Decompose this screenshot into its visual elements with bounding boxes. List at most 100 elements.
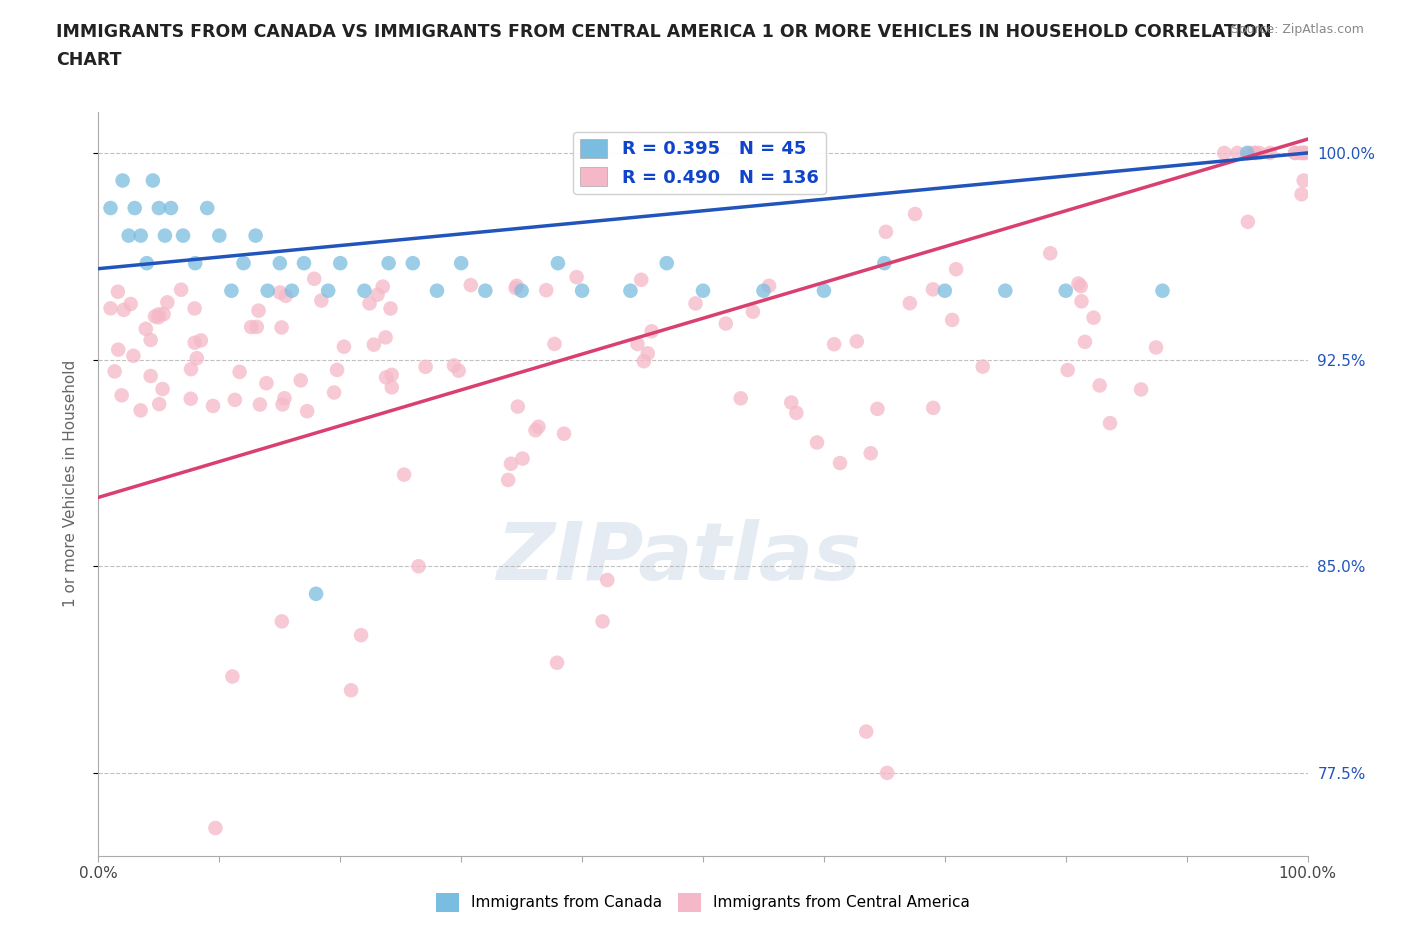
Point (323, 385, 346, 400)
Point (183, 301, 205, 316)
Point (994, 284, 1017, 299)
Point (359, 296, 381, 311)
Point (340, 683, 363, 698)
Point (353, 284, 375, 299)
Point (512, 451, 534, 466)
Point (408, 559, 430, 574)
Point (148, 310, 170, 325)
Point (1152, 284, 1174, 299)
Point (270, 320, 292, 335)
Point (333, 339, 356, 354)
Point (1289, 145, 1312, 160)
Point (730, 391, 752, 405)
Point (305, 587, 328, 602)
Point (153, 228, 176, 243)
Point (350, 628, 373, 643)
Point (898, 296, 921, 311)
Point (640, 324, 662, 339)
Point (543, 337, 565, 352)
Point (1258, 145, 1281, 160)
Point (281, 284, 304, 299)
Point (1243, 145, 1265, 160)
Point (945, 261, 967, 276)
Point (1056, 363, 1078, 378)
Point (256, 284, 278, 299)
Point (380, 301, 402, 316)
Point (245, 228, 267, 243)
Point (184, 256, 207, 271)
Point (1144, 340, 1167, 355)
Point (714, 316, 737, 331)
Point (1249, 145, 1271, 160)
Point (633, 353, 655, 368)
Point (247, 303, 270, 318)
Point (107, 285, 129, 299)
Point (1067, 276, 1090, 291)
Point (371, 279, 394, 294)
Point (124, 201, 146, 216)
Point (505, 278, 527, 293)
Point (505, 281, 527, 296)
Point (367, 287, 389, 302)
Point (1284, 145, 1306, 160)
Point (873, 256, 896, 271)
Point (135, 322, 157, 337)
Point (855, 724, 877, 739)
Point (100, 201, 122, 216)
Point (148, 307, 170, 322)
Point (637, 346, 659, 361)
Point (1130, 382, 1153, 397)
Point (240, 320, 263, 335)
Point (1244, 145, 1267, 160)
Point (685, 296, 707, 311)
Point (269, 256, 291, 271)
Point (443, 358, 465, 373)
Point (186, 351, 208, 365)
Point (152, 381, 174, 396)
Point (139, 368, 162, 383)
Point (806, 435, 828, 450)
Point (156, 295, 179, 310)
Point (232, 256, 254, 271)
Point (129, 403, 152, 418)
Point (934, 284, 956, 299)
Point (1291, 145, 1313, 160)
Point (474, 284, 496, 299)
Point (139, 333, 162, 348)
Point (752, 284, 775, 299)
Point (596, 573, 619, 588)
Point (1291, 187, 1313, 202)
Point (377, 256, 399, 271)
Point (204, 820, 226, 835)
Point (402, 256, 425, 271)
Point (290, 373, 312, 388)
Point (876, 765, 898, 780)
Point (972, 359, 994, 374)
Point (269, 285, 291, 299)
Point (536, 283, 558, 298)
Text: Source: ZipAtlas.com: Source: ZipAtlas.com (1230, 23, 1364, 36)
Point (295, 404, 318, 418)
Point (112, 302, 135, 317)
Point (692, 284, 714, 299)
Point (904, 206, 927, 221)
Point (506, 399, 529, 414)
Point (120, 297, 142, 312)
Point (1226, 145, 1249, 160)
Point (571, 284, 593, 299)
Point (510, 284, 533, 299)
Legend: R = 0.395   N = 45, R = 0.490   N = 136: R = 0.395 N = 45, R = 0.490 N = 136 (574, 132, 825, 194)
Point (922, 282, 945, 297)
Point (160, 201, 183, 216)
Point (859, 445, 882, 460)
Point (1213, 145, 1236, 160)
Point (1054, 284, 1077, 299)
Point (447, 364, 470, 379)
Point (619, 284, 641, 299)
Point (201, 399, 224, 414)
Point (426, 284, 449, 299)
Point (758, 278, 780, 293)
Text: ZIPatlas: ZIPatlas (496, 519, 862, 597)
Point (143, 309, 166, 324)
Point (111, 388, 134, 403)
